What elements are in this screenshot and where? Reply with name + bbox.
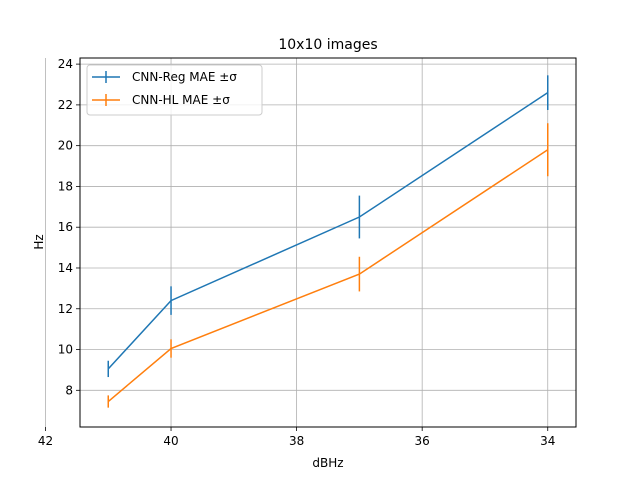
series-line-0 <box>107 92 549 370</box>
x-axis-label: dBHz <box>312 456 343 470</box>
legend-label-cnn-reg: CNN-Reg MAE ±σ <box>132 70 237 84</box>
x-tick-label: 42 <box>38 434 53 448</box>
y-tick-label: 14 <box>58 261 73 275</box>
legend: CNN-Reg MAE ±σ CNN-HL MAE ±σ <box>86 64 263 116</box>
y-tick-label: 16 <box>58 220 73 234</box>
series-line-1 <box>107 149 549 403</box>
series-layer <box>107 75 549 408</box>
y-tick-label: 20 <box>58 139 73 153</box>
x-tick-label: 34 <box>540 434 555 448</box>
plot-frame <box>79 57 577 428</box>
y-axis-label: Hz <box>32 234 46 249</box>
chart-title: 10x10 images <box>278 37 377 53</box>
y-tick-label: 12 <box>58 302 73 316</box>
legend-label-cnn-hl: CNN-HL MAE ±σ <box>132 93 230 107</box>
legend-entry-1: CNN-HL MAE ±σ <box>92 93 230 107</box>
y-tick-label: 18 <box>58 179 73 193</box>
y-tick-label: 24 <box>58 57 73 71</box>
y-tick-label: 22 <box>58 98 73 112</box>
x-tick-label: 38 <box>289 434 304 448</box>
legend-entry-0: CNN-Reg MAE ±σ <box>92 70 237 84</box>
x-tick-label: 36 <box>415 434 430 448</box>
ticks: 42 40 38 36 34 8 10 12 14 16 18 20 22 24 <box>38 57 556 448</box>
y-tick-label: 10 <box>58 343 73 357</box>
legend-box <box>86 64 263 116</box>
x-tick-label: 40 <box>163 434 178 448</box>
y-tick-label: 8 <box>65 383 73 397</box>
